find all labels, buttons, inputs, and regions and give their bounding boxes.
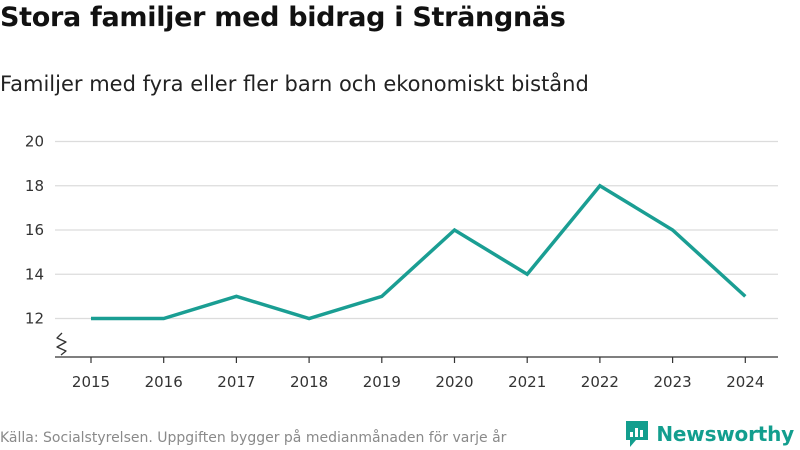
x-axis-tick-labels: 2015 2016 2017 2018 2019 2020 2021 2022 2023 2024: [72, 373, 764, 391]
x-axis: [55, 356, 778, 363]
y-tick-label: 18: [25, 177, 44, 195]
series-line: [91, 183, 747, 321]
chart-title: Stora familjer med bidrag i Strängnäs: [0, 2, 566, 33]
x-tick-label: 2020: [435, 373, 473, 391]
x-tick-label: 2016: [145, 373, 183, 391]
y-tick-label: 16: [25, 221, 44, 239]
x-tick-label: 2017: [217, 373, 255, 391]
y-axis-tick-labels: 12 14 16 18 20: [25, 133, 44, 328]
x-tick-label: 2021: [508, 373, 546, 391]
newsworthy-logo-icon: [626, 421, 649, 447]
chart-subtitle: Familjer med fyra eller fler barn och ek…: [0, 72, 589, 96]
axis-break-icon: [56, 332, 67, 356]
x-tick-label: 2019: [363, 373, 401, 391]
x-tick-label: 2018: [290, 373, 328, 391]
x-tick-label: 2023: [654, 373, 692, 391]
axis-break-icon: [56, 332, 67, 356]
y-tick-label: 20: [25, 133, 44, 151]
y-tick-label: 12: [25, 310, 44, 328]
gridlines: [55, 140, 778, 320]
x-tick-label: 2024: [726, 373, 764, 391]
brand: Newsworthy: [624, 420, 794, 448]
brand-name: Newsworthy: [656, 422, 794, 446]
x-tick-label: 2022: [581, 373, 619, 391]
y-tick-label: 14: [25, 265, 44, 283]
source-note: Källa: Socialstyrelsen. Uppgiften bygger…: [0, 430, 507, 446]
x-tick-label: 2015: [72, 373, 110, 391]
series-layer: [90, 183, 747, 321]
